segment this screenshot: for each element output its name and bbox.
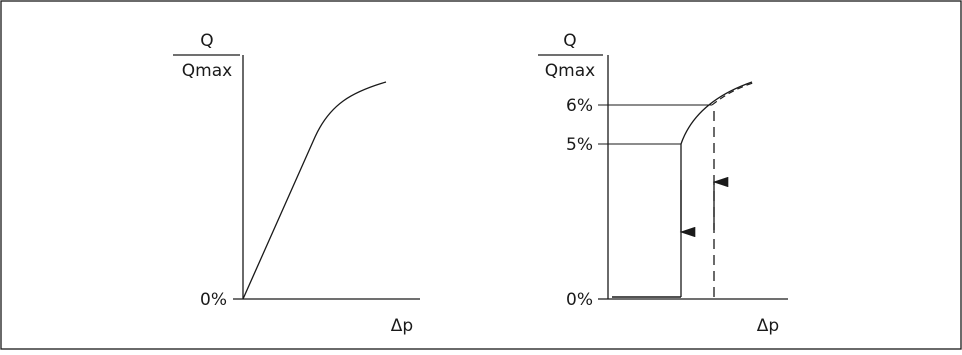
right-graph: Q Qmax 6% 5% 0% Δp [538,31,788,336]
right-y-label-numerator: Q [563,31,576,51]
left-y-label-numerator: Q [200,31,213,51]
right-y-tick-high: 6% [566,96,593,116]
right-flow-curve-dashed [711,82,754,106]
right-flow-curve [680,81,753,145]
right-y-label-denominator: Qmax [545,61,595,81]
left-flow-curve [242,81,387,300]
right-y-tick-zero: 0% [566,290,593,310]
left-y-tick-zero: 0% [200,290,227,310]
right-x-label: Δp [757,316,779,336]
left-graph: Q Qmax 0% Δp [173,31,420,336]
right-y-tick-low: 5% [566,135,593,155]
left-x-label: Δp [391,316,413,336]
left-y-label-denominator: Qmax [182,61,232,81]
